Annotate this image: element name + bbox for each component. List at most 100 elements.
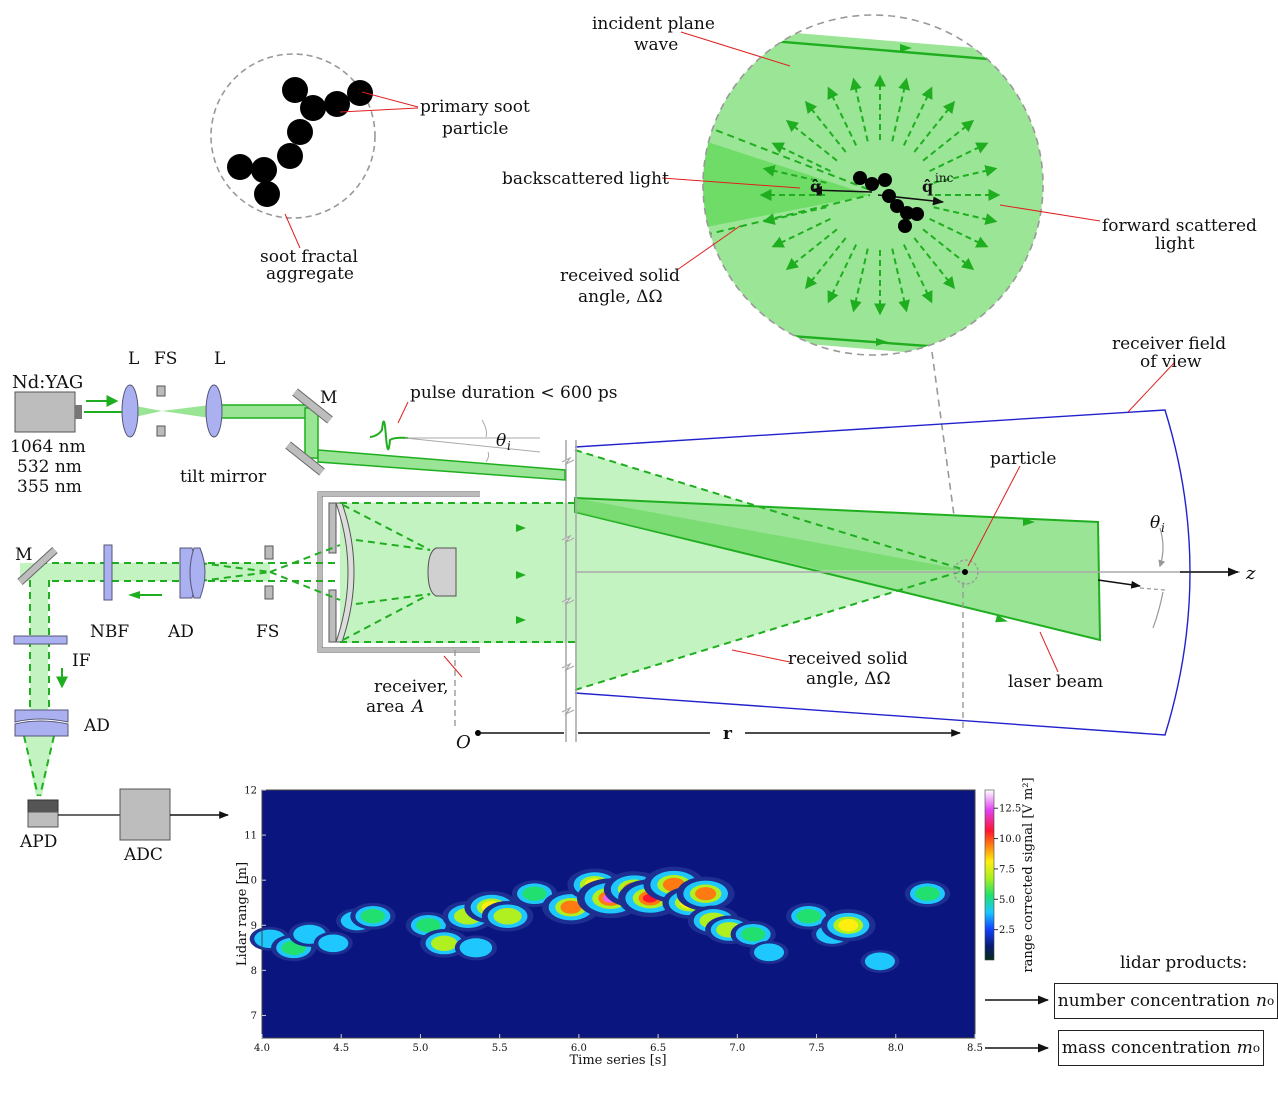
- y-tick-label: 7: [251, 1011, 257, 1022]
- y-tick-label: 10: [244, 876, 257, 887]
- heatmap-blobs: [249, 866, 951, 973]
- heatmap-xlabel: Time series [s]: [569, 1053, 666, 1068]
- label-wl-355: 355 nm: [17, 477, 82, 497]
- scatter-ray: [902, 86, 933, 146]
- ndyag-laser: [14, 391, 76, 433]
- label-FS-mid: FS: [256, 622, 279, 642]
- label-L2: L: [214, 349, 225, 369]
- label-receiver-area: A: [410, 697, 424, 717]
- label-incident-1: incident plane: [592, 14, 715, 34]
- x-tick-label: 6.5: [650, 1043, 666, 1054]
- label-z-axis: z: [1245, 563, 1256, 584]
- scatter-ray: [929, 217, 989, 248]
- scatter-ray: [762, 165, 827, 184]
- pulse-glyph: [369, 420, 409, 451]
- heatmap-cell: [464, 941, 488, 955]
- label-ADC: ADC: [123, 845, 163, 865]
- mass-concentration-symbol: m: [1236, 1038, 1253, 1058]
- label-lidar-products: lidar products:: [1120, 953, 1247, 973]
- number-concentration-label: number concentration: [1057, 991, 1251, 1011]
- label-received-top-1: received solid: [560, 266, 680, 286]
- scatter-ray: [827, 244, 858, 304]
- label-q-hat: q̂: [810, 177, 821, 196]
- x-tick-label: 5.5: [492, 1043, 508, 1054]
- y-tick-label: 12: [244, 786, 257, 797]
- label-AD-low: AD: [83, 716, 110, 736]
- label-pulse: pulse duration < 600 ps: [410, 383, 618, 403]
- receiver-telescope: [317, 491, 964, 730]
- label-theta-right: θ: [1150, 513, 1160, 533]
- scatter-ray: [785, 228, 838, 271]
- heatmap-cell: [360, 909, 386, 924]
- scatter-ray: [827, 86, 858, 146]
- scatter-ray: [902, 244, 933, 304]
- label-forward-1: forward scattered: [1102, 216, 1257, 236]
- scatter-ray: [804, 100, 847, 153]
- adc-box: [119, 788, 171, 841]
- label-APD: APD: [19, 832, 57, 852]
- scatter-ray: [933, 206, 998, 225]
- scatter-ray: [913, 237, 956, 290]
- label-theta-top-sub: i: [507, 439, 511, 453]
- label-IF: IF: [72, 651, 91, 671]
- number-concentration-sub: o: [1267, 994, 1275, 1008]
- x-tick-label: 4.5: [333, 1043, 349, 1054]
- x-tick-label: 6.0: [571, 1043, 587, 1054]
- label-theta-top: θ: [496, 431, 506, 451]
- heatmap-cell: [838, 919, 859, 932]
- label-AD-mid: AD: [167, 622, 194, 642]
- particle-marker: [953, 559, 979, 585]
- scatter-ray: [771, 142, 831, 173]
- scatter-ray: [922, 119, 975, 162]
- label-particle: particle: [990, 449, 1056, 469]
- soot-aggregate-inset: [210, 53, 419, 249]
- number-concentration-box: number concentration n o: [1054, 983, 1278, 1019]
- colorbar: [984, 789, 995, 961]
- y-tick-label: 8: [251, 966, 257, 977]
- colorbar-tick-label: 5.0: [999, 895, 1015, 906]
- ad-low: [14, 709, 69, 723]
- label-ndyag: Nd:YAG: [12, 372, 83, 393]
- y-tick-label: 9: [251, 921, 257, 932]
- heatmap-cell: [498, 910, 517, 923]
- label-q-inc: q̂: [922, 177, 933, 196]
- label-wl-1064: 1064 nm: [10, 437, 86, 457]
- label-receiver-fov-1: receiver field: [1112, 334, 1226, 354]
- label-M-top: M: [320, 388, 337, 408]
- scatter-ray: [933, 165, 998, 184]
- scatter-ray: [850, 248, 869, 313]
- heatmap-cell: [753, 943, 785, 962]
- scatter-rays: [759, 74, 1001, 316]
- scatter-ray: [762, 206, 827, 225]
- label-primary-2: particle: [442, 119, 508, 139]
- scatter-ray: [850, 77, 869, 142]
- label-forward-2: light: [1155, 234, 1195, 254]
- scatter-ray: [891, 77, 910, 142]
- heatmap-cell: [864, 952, 895, 971]
- mass-concentration-label: mass concentration: [1061, 1038, 1231, 1058]
- heatmap-cell: [298, 927, 322, 941]
- label-receiver-fov-2: of view: [1140, 352, 1202, 372]
- label-L1: L: [128, 349, 139, 369]
- scatter-ray: [929, 142, 989, 173]
- colorbar-tick-label: 10.0: [999, 834, 1021, 845]
- apd-detector: [27, 799, 59, 813]
- label-soot-2: aggregate: [266, 264, 354, 284]
- scattering-inset: [661, 14, 1101, 356]
- label-wl-532: 532 nm: [17, 457, 82, 477]
- heatmap-cell: [522, 886, 547, 901]
- x-tick-label: 4.0: [254, 1043, 270, 1054]
- label-primary-1: primary soot: [420, 97, 530, 117]
- label-M-left: M: [15, 545, 32, 565]
- y-tick-label: 11: [244, 831, 257, 842]
- if-filter: [13, 635, 68, 645]
- scatter-ray: [771, 217, 831, 248]
- x-tick-label: 8.5: [967, 1043, 983, 1054]
- x-tick-label: 5.0: [412, 1043, 428, 1054]
- mass-concentration-box: mass concentration m o: [1058, 1030, 1264, 1066]
- label-NBF: NBF: [90, 622, 129, 642]
- heatmap-cell: [695, 887, 717, 901]
- x-tick-label: 7.5: [809, 1043, 825, 1054]
- lidar-heatmap: 4.0 4.5 5.0 5.5 6.0 6.5 7.0 7.5 8.0 8.5 7 8 9 10 11 12…: [235, 777, 1036, 1068]
